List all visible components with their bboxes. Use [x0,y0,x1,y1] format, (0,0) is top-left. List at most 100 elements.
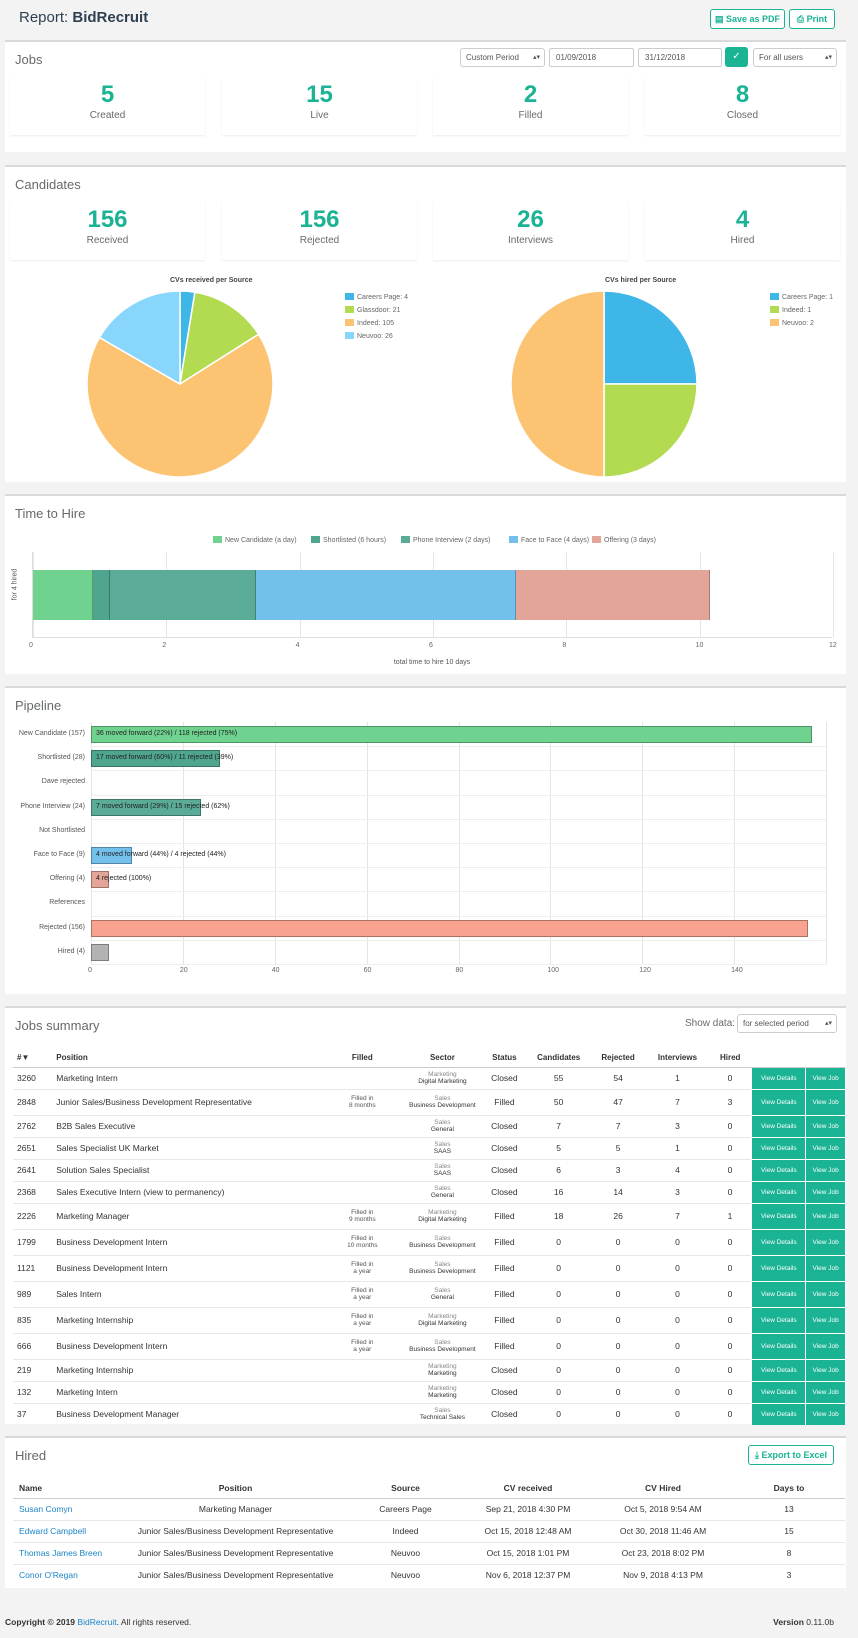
time-to-hire-panel: Time to Hire New Candidate (a day) Shortl… [5,494,846,674]
col-id-sort[interactable]: #▼ [13,1048,53,1068]
cell-hired: 0 [708,1402,752,1425]
sector-sub: Digital Marketing [418,1320,467,1327]
view-job-button[interactable]: View Job [805,1066,845,1089]
view-job-button[interactable]: View Job [805,1088,845,1115]
view-job-button[interactable]: View Job [805,1158,845,1181]
view-job-button[interactable]: View Job [805,1202,845,1229]
view-details-button[interactable]: View Details [751,1202,806,1229]
date-from-input[interactable]: 01/09/2018 [549,48,634,67]
view-details-button[interactable]: View Details [751,1228,806,1255]
cell-position: B2B Sales Executive [52,1114,321,1137]
view-details-button[interactable]: View Details [751,1158,806,1181]
view-job-button[interactable]: View Job [805,1332,845,1359]
version-label: Version [773,1617,804,1627]
sector-sub: Business Development [409,1242,476,1249]
view-details-button[interactable]: View Details [751,1380,806,1403]
view-job-button[interactable]: View Job [805,1180,845,1203]
view-job-button[interactable]: View Job [805,1280,845,1307]
sector-sub: General [430,1126,454,1133]
view-job-button[interactable]: View Job [805,1402,845,1425]
view-details-button[interactable]: View Details [751,1254,806,1281]
cell-position: Junior Sales/Business Development Repres… [52,1088,321,1115]
view-details-button[interactable]: View Details [751,1066,806,1089]
cell-position: Marketing Intern [52,1380,321,1403]
cell-sector: Sales Business Development [403,1332,482,1359]
legend-label: Phone Interview (2 days) [413,537,491,544]
category-label: Rejected (156) [39,923,85,931]
copyright-prefix: Copyright © 2019 [5,1617,76,1627]
view-job-button[interactable]: View Job [805,1136,845,1159]
cell-interviews: 7 [646,1202,709,1229]
cell-candidates: 0 [527,1254,590,1281]
export-excel-button[interactable]: ⤓ Export to Excel [748,1445,834,1465]
cell-candidates: 0 [527,1402,590,1425]
cell-hired: 0 [708,1306,752,1333]
view-details-button[interactable]: View Details [751,1088,806,1115]
sector-name: Sales [434,1141,451,1148]
bar-label: 36 moved forward (22%) / 118 rejected (7… [96,730,238,737]
sector-sub: Digital Marketing [418,1078,467,1085]
view-job-button[interactable]: View Job [805,1306,845,1333]
cell-sector: Marketing Digital Marketing [403,1202,482,1229]
cell-sector: Sales Technical Sales [403,1402,482,1425]
cell-filled [320,1180,404,1203]
view-details-button[interactable]: View Details [751,1306,806,1333]
users-select[interactable]: For all users ▴▾ [753,48,837,67]
cell-position: Sales Intern [52,1280,321,1307]
period-select[interactable]: Custom Period ▴▾ [460,48,545,67]
bar-label: 4 moved forward (44%) / 4 rejected (44%) [96,851,226,858]
view-details-button[interactable]: View Details [751,1114,806,1137]
bar-label: 4 rejected (100%) [96,875,152,883]
pipeline-bar [91,871,110,889]
view-details-button[interactable]: View Details [751,1332,806,1359]
show-data-select[interactable]: for selected period ▴▾ [737,1014,837,1033]
date-to-input[interactable]: 31/12/2018 [638,48,722,67]
view-details-button[interactable]: View Details [751,1180,806,1203]
view-details-button[interactable]: View Details [751,1358,806,1381]
category-label: Hired (4) [57,947,85,955]
candidate-name-link[interactable]: Susan Comyn [13,1497,123,1520]
filled-duration: a year [353,1268,372,1275]
candidates-title: Candidates [15,177,81,192]
save-pdf-button[interactable]: ▤ Save as PDF [710,9,785,29]
time-to-hire-plot [32,552,834,638]
table-row: Thomas James Breen Junior Sales/Business … [13,1541,845,1564]
view-job-button[interactable]: View Job [805,1114,845,1137]
sector-sub: Technical Sales [419,1414,465,1422]
cell-id: 37 [13,1402,53,1425]
view-job-button[interactable]: View Job [805,1358,845,1381]
cell-interviews: 0 [646,1358,709,1381]
category-label: Offering (4) [49,875,85,883]
cell-sector: Sales General [403,1114,482,1137]
cell-rejected: 0 [589,1380,647,1403]
cell-sector: Marketing Digital Marketing [403,1306,482,1333]
candidate-name-link[interactable]: Conor O'Regan [13,1563,123,1586]
candidate-name-link[interactable]: Edward Campbell [13,1519,123,1542]
cell-rejected: 0 [589,1228,647,1255]
pie-slice-indeed [86,333,274,478]
apply-date-button[interactable]: ✓ [725,47,748,67]
grid-line [91,843,826,844]
print-icon: ⎙ [796,14,805,24]
stat-value: 156 [87,206,128,233]
view-job-button[interactable]: View Job [805,1380,845,1403]
candidate-name-link[interactable]: Thomas James Breen [13,1541,123,1564]
cell-position: Marketing Intern [52,1066,321,1089]
view-details-button[interactable]: View Details [751,1280,806,1307]
cell-hired: 1 [708,1202,752,1229]
cell-filled [320,1358,404,1381]
cell-interviews: 0 [646,1306,709,1333]
cell-filled [320,1380,404,1403]
view-details-button[interactable]: View Details [751,1136,806,1159]
view-details-button[interactable]: View Details [751,1402,806,1425]
download-icon: ⤓ [754,1450,759,1460]
cell-interviews: 0 [646,1380,709,1403]
filled-duration: 9 months [348,1216,376,1223]
brand-link[interactable]: BidRecruit [77,1617,117,1627]
cell-filled: Filled in 8 months [320,1088,404,1115]
cell-status: Closed [481,1136,528,1159]
view-job-button[interactable]: View Job [805,1254,845,1281]
view-job-button[interactable]: View Job [805,1228,845,1255]
print-button[interactable]: ⎙ Print [789,9,835,29]
jobs-title: Jobs [15,52,43,67]
